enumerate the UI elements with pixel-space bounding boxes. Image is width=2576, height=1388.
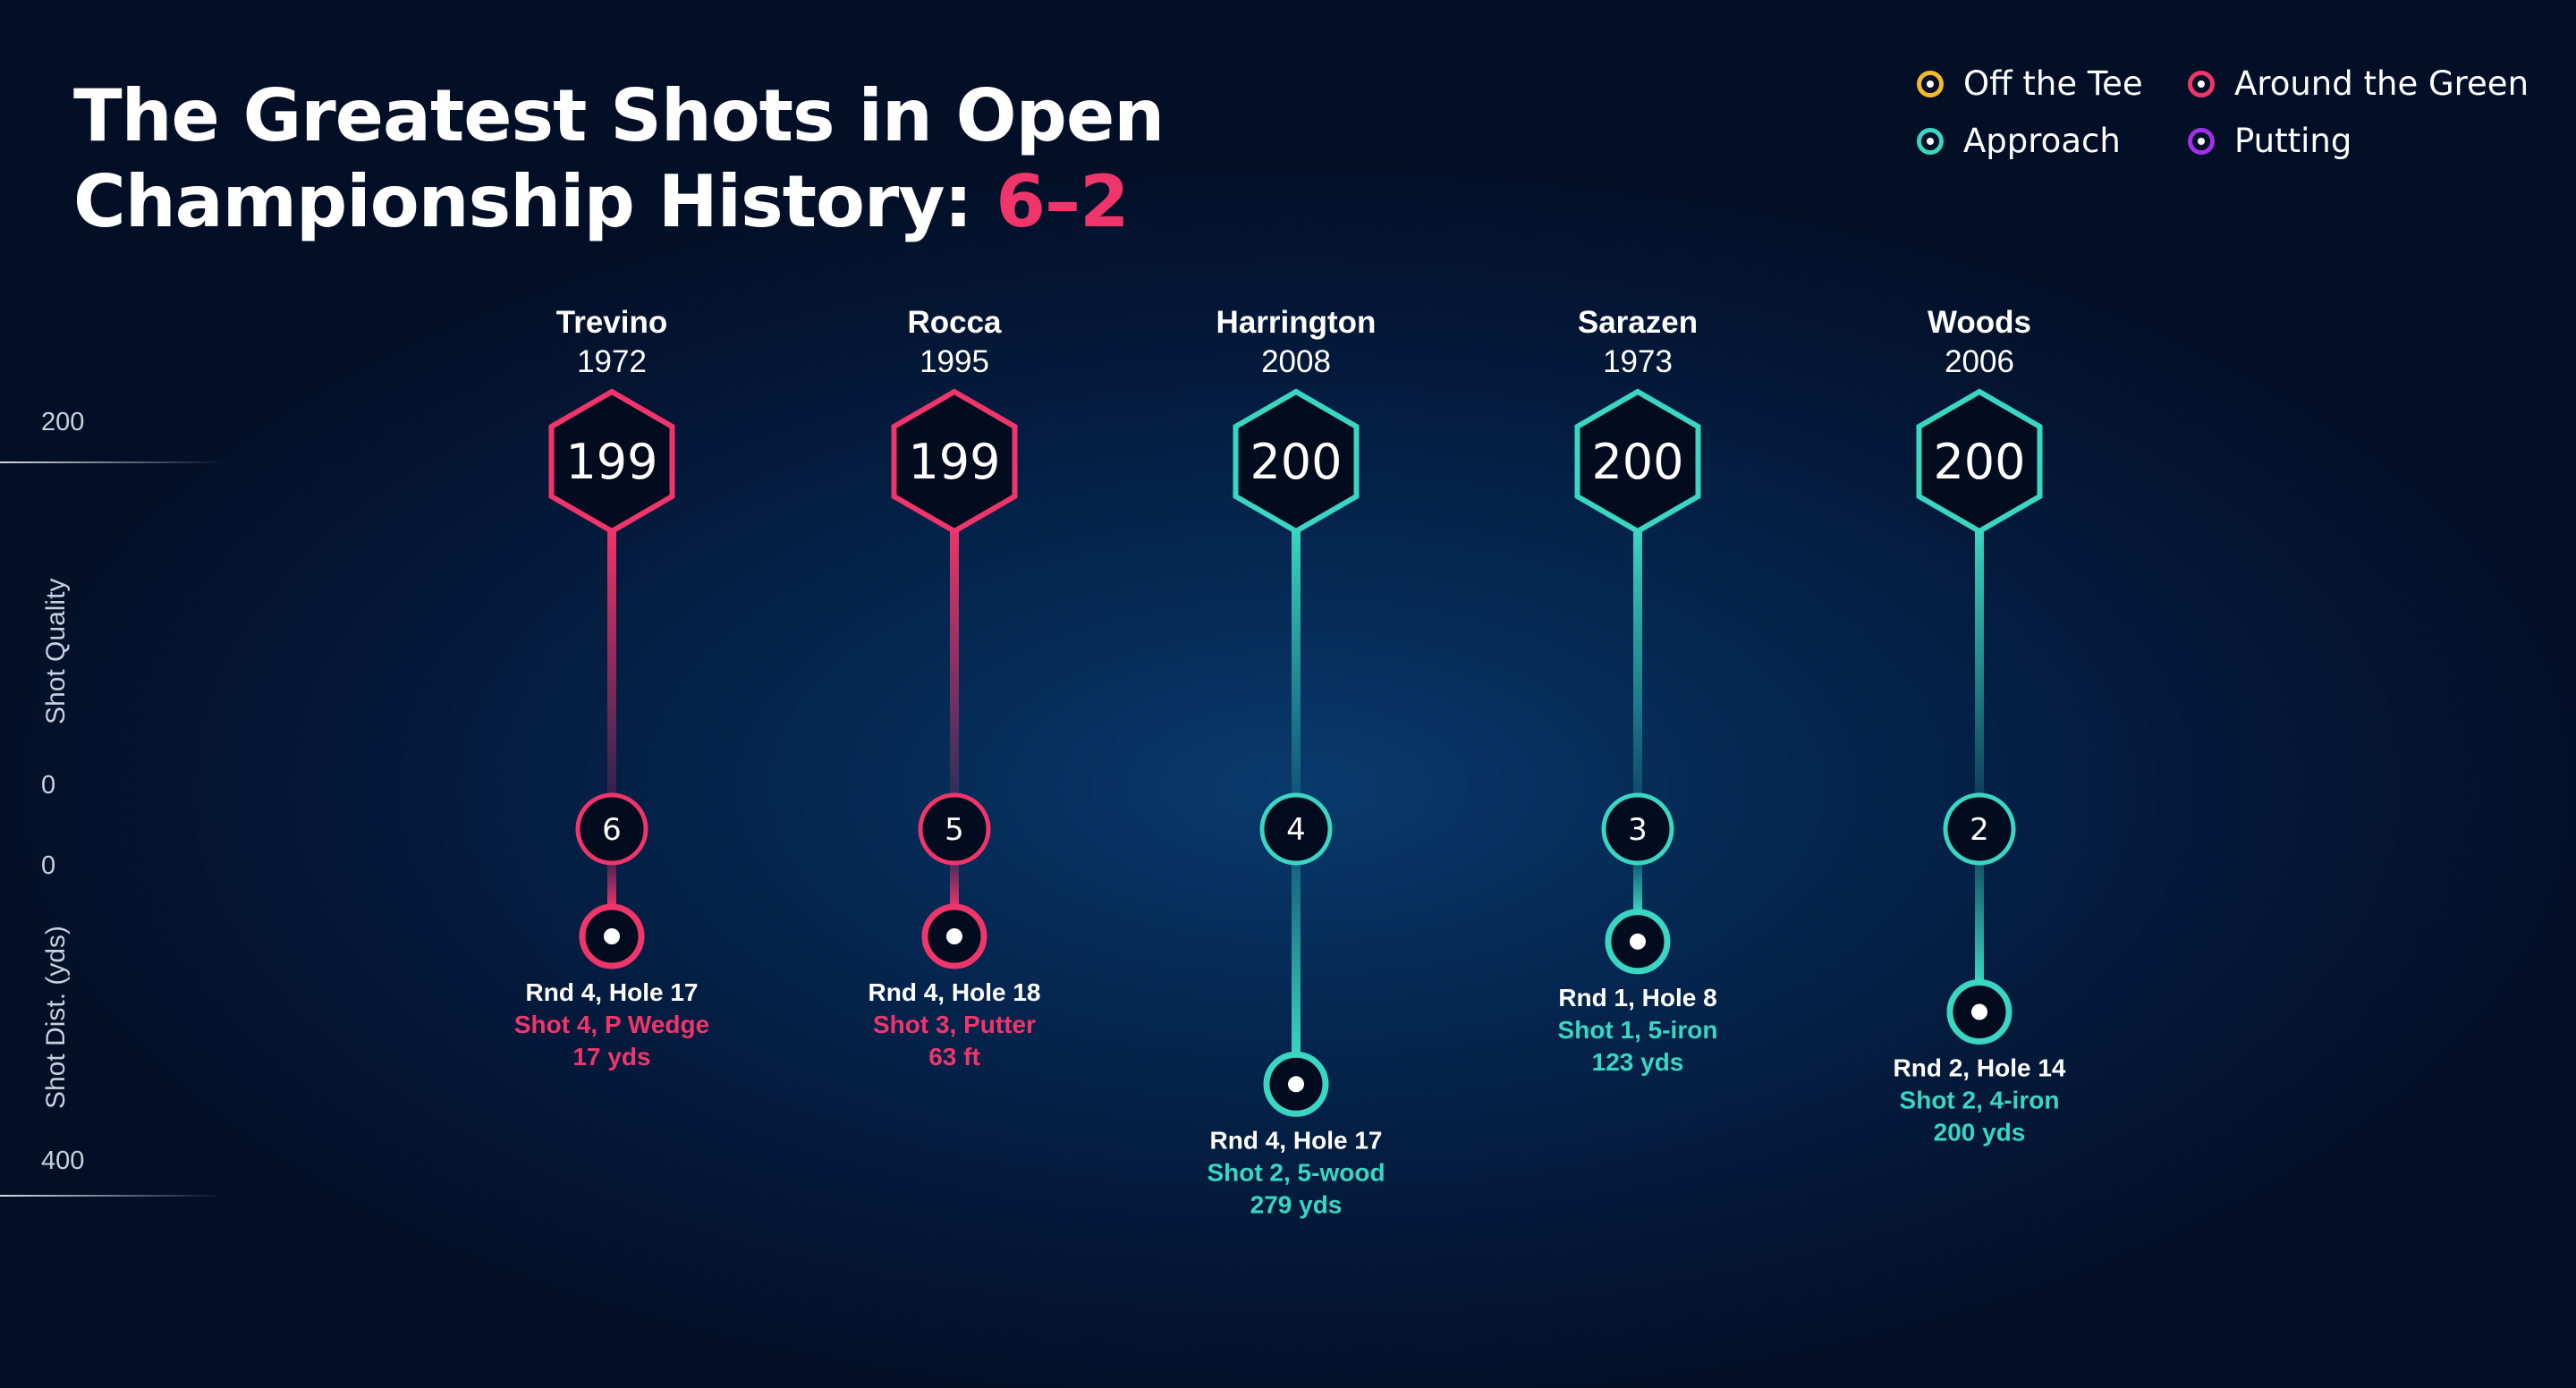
rank-circle bbox=[918, 792, 991, 866]
shot-club-label: Shot 4, P Wedge bbox=[514, 1011, 709, 1038]
approach-ring-icon bbox=[1917, 127, 1944, 155]
rank-label: 5 bbox=[945, 812, 964, 848]
score-hexagon bbox=[1574, 388, 1701, 535]
distance-marker-dot bbox=[1971, 1003, 1987, 1020]
shot-distance-label: 200 yds bbox=[1934, 1119, 2026, 1147]
player-name: Sarazen bbox=[1578, 305, 1698, 340]
chart-title: The Greatest Shots in Open Championship H… bbox=[73, 73, 1165, 245]
player-name: Rocca bbox=[907, 305, 1002, 340]
distance-marker-dot bbox=[946, 928, 962, 944]
shot-hole-label: Rnd 4, Hole 17 bbox=[526, 978, 699, 1006]
shot-club-label: Shot 2, 4-iron bbox=[1900, 1087, 2060, 1114]
legend-item-approach: Approach bbox=[1917, 122, 2121, 160]
score-label: 199 bbox=[908, 434, 1000, 490]
rank-label: 3 bbox=[1628, 812, 1648, 848]
lower-axis-zero-label: 0 bbox=[41, 851, 56, 880]
rank-label: 4 bbox=[1286, 812, 1306, 848]
shot-hole-label: Rnd 2, Hole 14 bbox=[1894, 1054, 2066, 1082]
score-hexagon bbox=[891, 388, 1018, 535]
legend-label: Off the Tee bbox=[1963, 64, 2143, 103]
lower-axis-max-label: 400 bbox=[41, 1147, 85, 1175]
shot-group-trevino: 199 Trevino 1972 6 Rnd 4, Hole 17 Shot 4, P W… bbox=[514, 305, 709, 1071]
shot-club-label: Shot 3, Putter bbox=[873, 1011, 1036, 1038]
quality-stem bbox=[1633, 528, 1642, 793]
distance-stem bbox=[1633, 865, 1642, 913]
legend-item-off-the-tee: Off the Tee bbox=[1917, 64, 2143, 103]
around-the-green-ring-icon bbox=[2188, 70, 2215, 97]
rank-circle bbox=[1943, 792, 2016, 866]
off-the-tee-ring-icon bbox=[1917, 70, 1944, 97]
quality-stem bbox=[607, 528, 616, 793]
player-name: Trevino bbox=[556, 305, 667, 340]
upper-axis-zero-label: 0 bbox=[41, 771, 56, 800]
putting-ring-icon bbox=[2188, 127, 2215, 155]
rank-label: 6 bbox=[602, 812, 622, 848]
shot-group-sarazen: 200 Sarazen 1973 3 Rnd 1, Hole 8 Shot 1, 5-ir… bbox=[1558, 305, 1718, 1076]
score-label: 200 bbox=[1250, 434, 1342, 490]
shot-group-rocca: 199 Rocca 1995 5 Rnd 4, Hole 18 Shot 3, Putte… bbox=[869, 305, 1041, 1071]
upper-axis-max-label: 200 bbox=[41, 408, 85, 436]
player-year: 1973 bbox=[1603, 344, 1673, 379]
shot-club-label: Shot 2, 5-wood bbox=[1207, 1158, 1385, 1186]
rank-label: 2 bbox=[1970, 812, 1989, 848]
rank-circle bbox=[575, 792, 648, 866]
score-label: 200 bbox=[1933, 434, 2025, 490]
shot-group-woods: 200 Woods 2006 2 Rnd 2, Hole 14 Shot 2, 4-iro… bbox=[1894, 305, 2066, 1147]
shot-distance-label: 123 yds bbox=[1592, 1048, 1684, 1076]
distance-marker-dot bbox=[1288, 1076, 1304, 1093]
legend-label: Around the Green bbox=[2234, 64, 2529, 103]
shot-hole-label: Rnd 4, Hole 17 bbox=[1210, 1126, 1383, 1154]
score-label: 200 bbox=[1591, 434, 1683, 490]
legend-label: Approach bbox=[1963, 122, 2121, 160]
shot-club-label: Shot 1, 5-iron bbox=[1558, 1016, 1718, 1044]
shot-distance-label: 17 yds bbox=[572, 1043, 650, 1071]
player-year: 1995 bbox=[919, 344, 989, 379]
player-year: 1972 bbox=[577, 344, 647, 379]
rank-circle bbox=[1259, 792, 1333, 866]
shot-hole-label: Rnd 1, Hole 8 bbox=[1558, 984, 1716, 1011]
upper-axis-max-line bbox=[0, 461, 224, 463]
shot-distance-label: 279 yds bbox=[1250, 1190, 1343, 1218]
shot-group-harrington: 200 Harrington 2008 4 Rnd 4, Hole 17 Shot 2, … bbox=[1207, 305, 1385, 1218]
player-year: 2008 bbox=[1261, 344, 1331, 379]
player-year: 2006 bbox=[1945, 344, 2014, 379]
chart-title-accent: 6–2 bbox=[996, 160, 1129, 243]
score-hexagon bbox=[548, 388, 675, 535]
distance-stem bbox=[1975, 865, 1984, 984]
legend-label: Putting bbox=[2234, 122, 2352, 160]
score-label: 199 bbox=[565, 434, 657, 490]
rank-circle bbox=[1601, 792, 1674, 866]
shot-distance-label: 63 ft bbox=[928, 1043, 980, 1071]
quality-stem bbox=[1975, 528, 1984, 793]
quality-stem bbox=[950, 528, 959, 793]
quality-stem bbox=[1292, 528, 1301, 793]
player-name: Harrington bbox=[1216, 305, 1377, 340]
lower-axis-max-line bbox=[0, 1195, 224, 1197]
shot-hole-label: Rnd 4, Hole 18 bbox=[869, 978, 1041, 1006]
distance-marker-dot bbox=[604, 928, 620, 944]
score-hexagon bbox=[1233, 388, 1360, 535]
distance-stem bbox=[1292, 865, 1301, 1056]
score-hexagon bbox=[1916, 388, 2043, 535]
distance-stem bbox=[607, 865, 616, 908]
legend-item-putting: Putting bbox=[2188, 122, 2351, 160]
distance-marker-dot bbox=[1630, 933, 1646, 950]
legend-item-around-the-green: Around the Green bbox=[2188, 64, 2529, 103]
chart-title-main: The Greatest Shots in Open Championship H… bbox=[73, 74, 1165, 243]
player-name: Woods bbox=[1928, 305, 2031, 340]
distance-stem bbox=[950, 865, 959, 908]
